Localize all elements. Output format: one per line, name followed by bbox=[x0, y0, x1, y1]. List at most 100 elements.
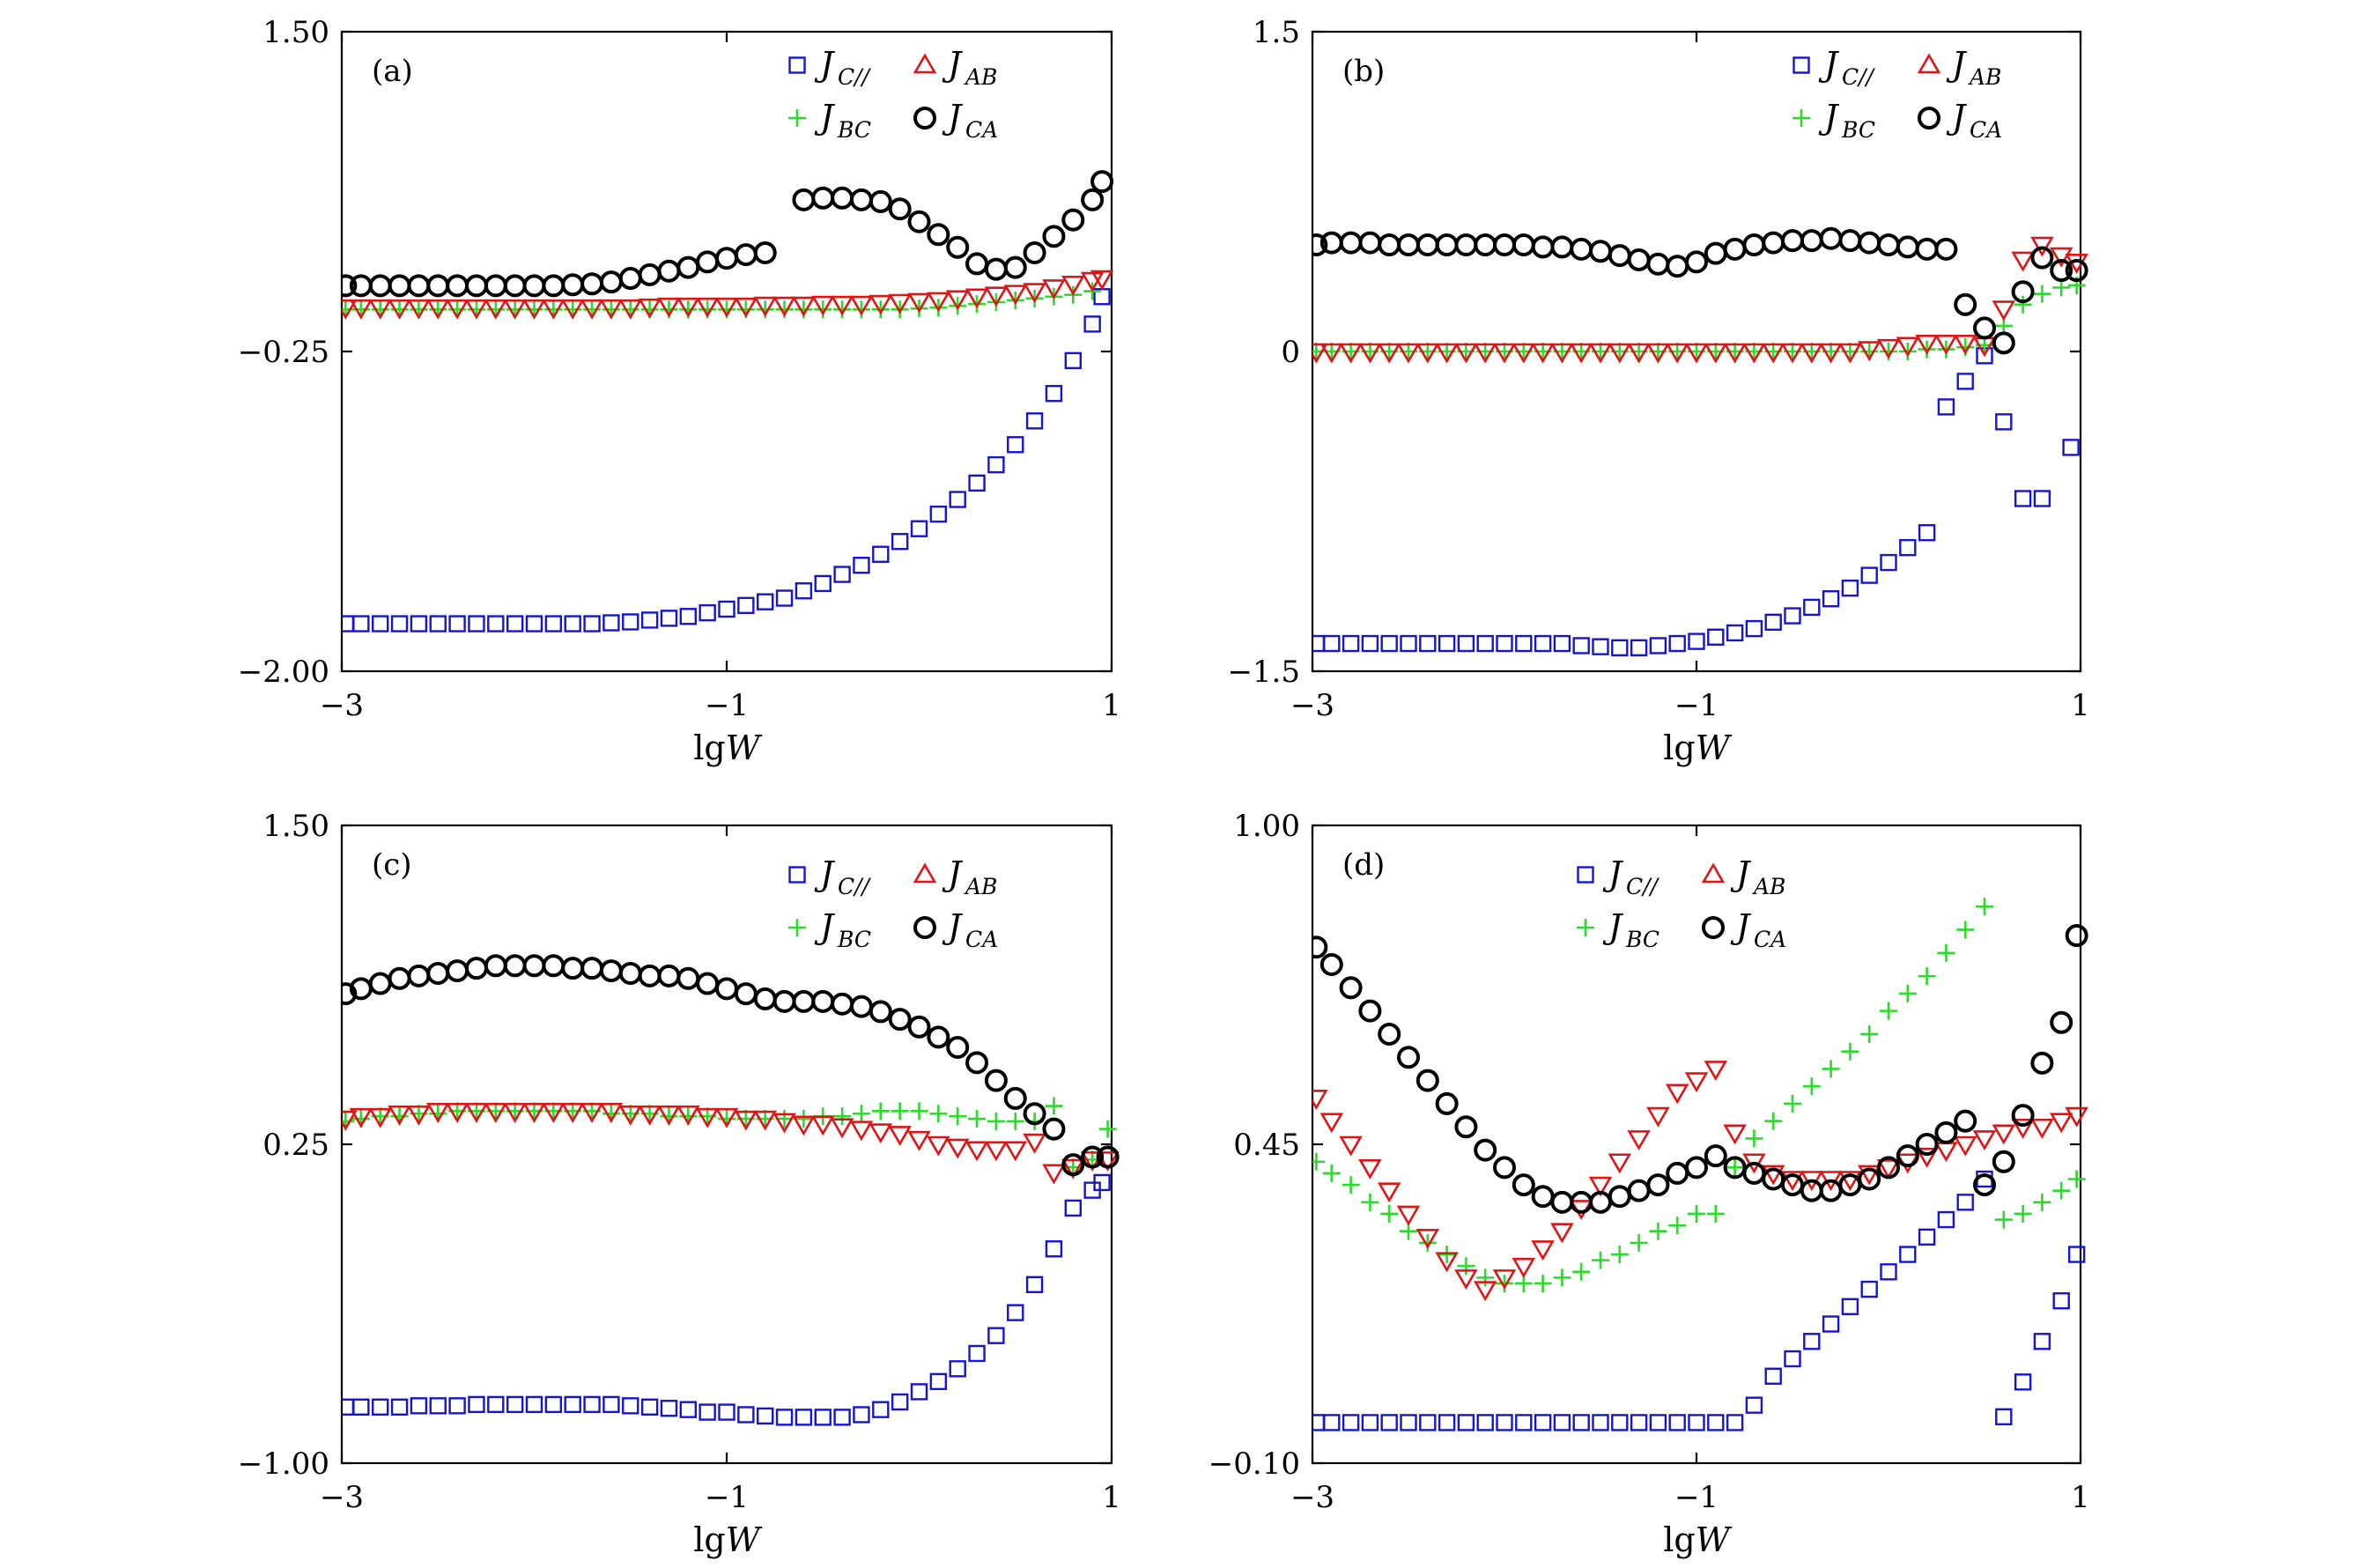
data-point bbox=[445, 299, 469, 320]
series-j-c bbox=[1312, 347, 2080, 657]
data-point bbox=[1419, 634, 1437, 653]
data-point bbox=[1822, 590, 1840, 608]
data-point bbox=[1704, 343, 1728, 364]
data-point bbox=[1994, 1210, 2013, 1229]
data-point bbox=[1937, 398, 1955, 416]
legend-marker bbox=[1917, 53, 1941, 74]
data-point bbox=[910, 1102, 928, 1121]
legend-marker bbox=[788, 919, 806, 936]
data-point bbox=[679, 1401, 697, 1418]
data-point bbox=[695, 1107, 720, 1128]
legend-entry-j-ab: J AB bbox=[913, 854, 997, 899]
data-point bbox=[2011, 1118, 2035, 1139]
data-point bbox=[1312, 343, 1328, 364]
data-point bbox=[1784, 1094, 1801, 1113]
legend-subscript: C// bbox=[838, 64, 872, 90]
data-point bbox=[429, 615, 447, 632]
data-point bbox=[1685, 250, 1708, 274]
data-point bbox=[1312, 1090, 1328, 1110]
data-point bbox=[1380, 634, 1398, 653]
data-point bbox=[1841, 1042, 1859, 1061]
data-point bbox=[891, 1393, 909, 1411]
data-point bbox=[757, 593, 774, 610]
data-point bbox=[949, 491, 966, 508]
data-point bbox=[714, 297, 739, 318]
data-point bbox=[1896, 337, 1920, 358]
legend-entry-j-bc: J BC bbox=[788, 98, 871, 143]
data-point bbox=[1396, 343, 1421, 364]
data-point bbox=[1397, 1046, 1420, 1069]
y-tick-label: −0.25 bbox=[238, 335, 329, 370]
series-j-ca bbox=[342, 954, 1120, 1177]
data-point bbox=[1803, 1333, 1821, 1350]
data-point bbox=[1061, 1158, 1085, 1180]
data-point bbox=[1684, 343, 1709, 364]
data-point bbox=[1822, 1315, 1840, 1333]
series-j-ab bbox=[1312, 236, 2088, 364]
data-point bbox=[352, 1398, 370, 1416]
data-point bbox=[1534, 634, 1552, 653]
data-point bbox=[891, 533, 909, 551]
data-point bbox=[1995, 413, 2013, 431]
data-point bbox=[949, 1360, 966, 1378]
data-point bbox=[2065, 1106, 2088, 1128]
data-point bbox=[1630, 1414, 1648, 1431]
legend-marker bbox=[913, 107, 936, 129]
data-point bbox=[1592, 1251, 1609, 1269]
data-point bbox=[1764, 613, 1782, 632]
data-point bbox=[946, 1035, 970, 1059]
data-point bbox=[1761, 1165, 1785, 1186]
data-point bbox=[1457, 1414, 1475, 1431]
data-point bbox=[814, 1409, 832, 1426]
data-point bbox=[795, 582, 813, 600]
panel-label: (d) bbox=[1342, 847, 1385, 883]
data-point bbox=[342, 299, 358, 320]
x-tick-label: 1 bbox=[1102, 688, 1121, 723]
data-point bbox=[1822, 1060, 1840, 1078]
data-point bbox=[1726, 624, 1744, 642]
data-point bbox=[987, 455, 1005, 474]
data-point bbox=[1438, 1414, 1456, 1431]
data-point bbox=[2014, 1373, 2032, 1391]
legend-marker bbox=[788, 109, 806, 127]
data-point bbox=[445, 1103, 469, 1123]
data-point bbox=[795, 1409, 813, 1426]
data-point bbox=[2050, 1010, 2073, 1034]
data-point bbox=[676, 297, 700, 318]
data-point bbox=[2052, 1292, 2070, 1310]
data-point bbox=[1361, 1193, 1379, 1211]
data-point bbox=[342, 274, 358, 298]
x-tick-label: −3 bbox=[320, 688, 364, 723]
data-point bbox=[1992, 1150, 2015, 1173]
x-axis-title: lgW bbox=[1663, 1520, 1732, 1559]
data-point bbox=[1992, 1124, 2016, 1145]
data-point bbox=[2014, 490, 2032, 507]
series-j-c bbox=[342, 1173, 1111, 1426]
data-point bbox=[1435, 343, 1459, 364]
data-point bbox=[814, 574, 832, 593]
data-point bbox=[564, 615, 581, 632]
data-point bbox=[753, 240, 777, 264]
data-point bbox=[2062, 439, 2080, 456]
data-point bbox=[2065, 259, 2088, 283]
data-point bbox=[1572, 1262, 1591, 1281]
data-point bbox=[1377, 343, 1401, 364]
data-point bbox=[1627, 1130, 1651, 1151]
legend: J C//J ABJ BC J CA bbox=[788, 45, 998, 143]
data-point bbox=[349, 299, 373, 320]
data-point bbox=[464, 299, 489, 320]
series-j-ca bbox=[342, 170, 1114, 298]
data-point bbox=[1688, 1204, 1705, 1223]
data-point bbox=[1083, 315, 1101, 333]
data-points bbox=[1312, 226, 2088, 657]
x-tick-label: −1 bbox=[1674, 1480, 1719, 1515]
data-point bbox=[1784, 607, 1801, 625]
data-point bbox=[1956, 1194, 1974, 1211]
data-point bbox=[1323, 634, 1341, 653]
legend-marker bbox=[913, 862, 937, 884]
data-point bbox=[602, 614, 620, 632]
data-point bbox=[1588, 343, 1613, 364]
data-point bbox=[487, 1395, 505, 1414]
data-point bbox=[1918, 524, 1936, 542]
data-point bbox=[2067, 1170, 2086, 1188]
